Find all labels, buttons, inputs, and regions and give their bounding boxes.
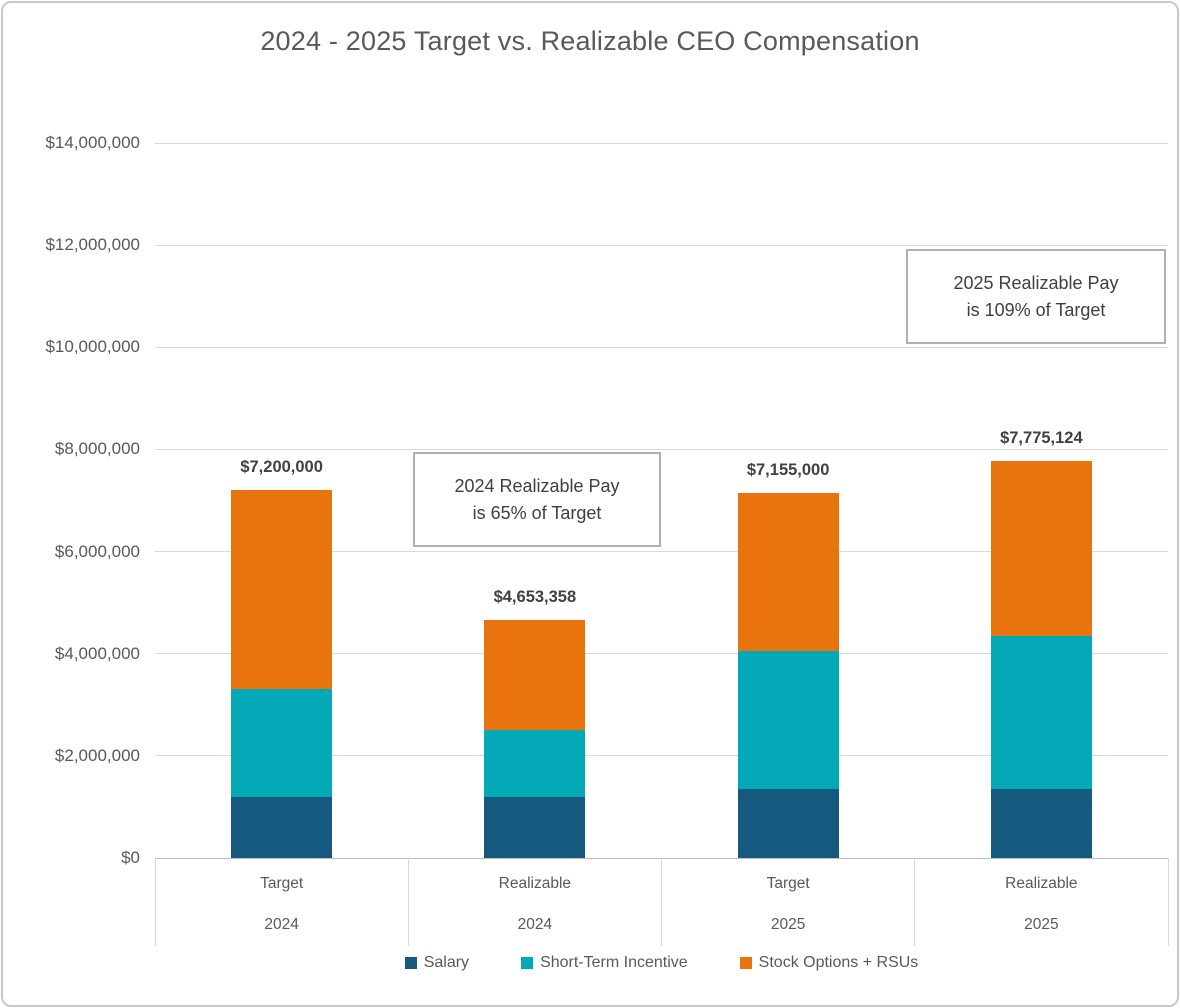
bar-total-label: $4,653,358 — [493, 588, 577, 607]
y-axis-tick-label: $12,000,000 — [45, 235, 140, 255]
gridline — [155, 244, 1168, 246]
bar-segment-salary — [737, 789, 839, 858]
y-axis-tick-label: $14,000,000 — [45, 133, 140, 152]
x-axis-category-label: Realizable — [498, 875, 572, 892]
annotation-2024-line2: is 65% of Target — [472, 502, 602, 523]
bar-total-label: $7,155,000 — [746, 460, 830, 479]
x-axis-category-label: Target — [766, 875, 810, 892]
legend-swatch-salary-icon — [404, 957, 417, 969]
gridline — [155, 551, 1168, 553]
x-axis-year-label: 2024 — [264, 916, 299, 933]
bar-segment-salary — [231, 796, 333, 858]
x-axis-year-label: 2024 — [517, 916, 553, 933]
gridline — [155, 755, 1168, 757]
bar-total-label: $7,775,124 — [1000, 428, 1083, 447]
bar-segment-short-term-incentive — [737, 651, 839, 790]
bar-segment-stock-options-rsus — [990, 460, 1092, 636]
legend-item-short-term-incentive: Short-Term Incentive — [521, 954, 688, 972]
bar-segment-stock-options-rsus — [737, 492, 839, 652]
legend-swatch-short-term-incentive-icon — [521, 957, 534, 969]
bar-segment-short-term-incentive — [231, 689, 333, 797]
legend-label-short-term-incentive: Short-Term Incentive — [540, 954, 688, 971]
x-axis-year-label: 2025 — [770, 916, 806, 933]
bar-segment-salary — [484, 796, 586, 858]
y-axis-tick-label: $6,000,000 — [54, 541, 140, 561]
legend-label-stock-options-rsus: Stock Options + RSUs — [758, 954, 919, 971]
x-axis-year-label: 2025 — [1024, 916, 1059, 933]
bar-segment-stock-options-rsus — [484, 620, 586, 731]
legend: Salary Short-Term Incentive Stock Options … — [155, 950, 1168, 976]
x-axis-divider — [407, 858, 409, 946]
x-axis-category-label: Target — [260, 875, 304, 892]
gridline — [155, 346, 1168, 348]
gridline — [155, 653, 1168, 655]
bar-total-label: $7,200,000 — [240, 458, 323, 477]
x-axis-divider — [661, 858, 662, 946]
bar-segment-short-term-incentive — [484, 730, 586, 797]
y-axis-tick-label: $4,000,000 — [54, 643, 140, 663]
x-axis-category-label: Realizable — [1005, 875, 1078, 892]
legend-item-salary: Salary — [404, 954, 470, 972]
annotation-box-2024: 2024 Realizable Pay is 65% of Target — [413, 452, 661, 547]
x-axis-divider — [914, 858, 916, 946]
gridline — [155, 448, 1168, 450]
gridline — [155, 142, 1168, 144]
legend-label-salary: Salary — [423, 954, 470, 971]
y-axis-tick-label: $2,000,000 — [54, 745, 140, 765]
annotation-box-2025: 2025 Realizable Pay is 109% of Target — [906, 249, 1166, 344]
legend-item-stock-options-rsus: Stock Options + RSUs — [739, 954, 919, 972]
bar-segment-stock-options-rsus — [231, 490, 333, 690]
annotation-2025-line1: 2025 Realizable Pay — [953, 272, 1119, 293]
y-axis-tick-label: $10,000,000 — [45, 337, 140, 357]
annotation-2024-line1: 2024 Realizable Pay — [454, 475, 620, 496]
y-axis-tick-label: $0 — [121, 848, 140, 867]
y-axis-tick-label: $8,000,000 — [54, 439, 140, 459]
x-axis-divider — [1167, 858, 1169, 946]
x-axis-divider — [154, 858, 156, 946]
legend-swatch-stock-options-rsus-icon — [739, 957, 752, 969]
chart-title: 2024 - 2025 Target vs. Realizable CEO Co… — [260, 26, 920, 56]
bar-segment-short-term-incentive — [990, 635, 1092, 790]
bar-segment-salary — [990, 789, 1092, 858]
annotation-2025-line2: is 109% of Target — [966, 299, 1106, 320]
